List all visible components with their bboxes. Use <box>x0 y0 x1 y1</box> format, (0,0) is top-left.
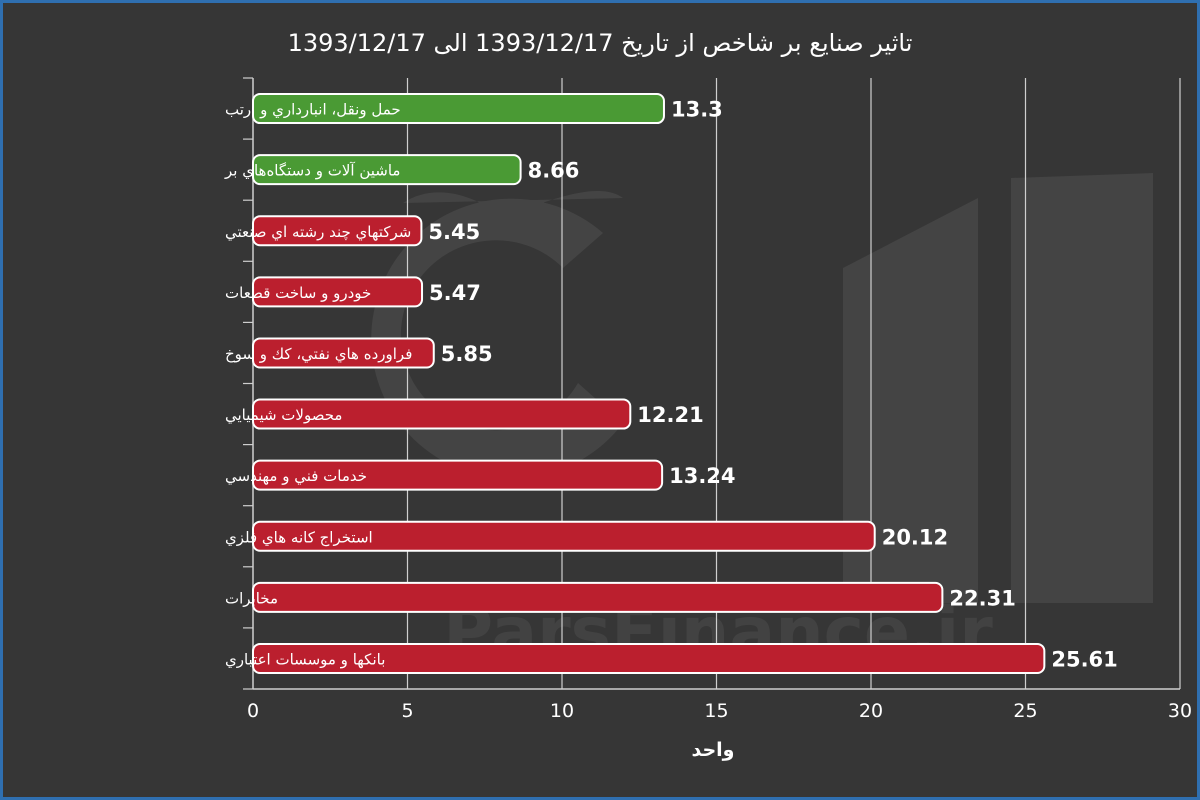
x-tick-label: 25 <box>1013 700 1037 722</box>
bar <box>252 642 1046 674</box>
bar <box>252 154 522 186</box>
bar-value-label: 20.12 <box>882 525 948 549</box>
bar-value-label: 5.45 <box>428 220 480 244</box>
category-label: بانكها و موسسات اعتباري <box>225 650 385 669</box>
category-label: حمل ونقل، انبارداري و ارتب <box>225 101 401 120</box>
category-label: ماشين آلات و دستگاه‌هاي بر <box>224 162 400 181</box>
category-label: فراورده هاي نفتي، كك و سوخ <box>225 345 412 364</box>
bar <box>252 276 424 308</box>
bar-value-label: 5.85 <box>441 342 493 366</box>
x-tick-label: 20 <box>859 700 883 722</box>
bar-chart: ParsFinance.ir تاثیر صنایع بر شاخص از تا… <box>224 29 1192 761</box>
bars <box>252 93 1046 674</box>
bar <box>252 398 632 430</box>
bar <box>252 215 423 247</box>
bar-value-label: 5.47 <box>429 281 481 305</box>
bar <box>252 337 435 369</box>
x-tick-label: 0 <box>247 700 259 722</box>
category-label: خودرو و ساخت قطعات <box>225 284 371 302</box>
category-label: محصولات شيميايي <box>225 406 342 425</box>
bar-value-label: 13.24 <box>669 464 735 488</box>
category-label: خدمات فني و مهندسي <box>225 467 367 486</box>
category-label: مخابرات <box>225 589 278 607</box>
chart-title: تاثیر صنایع بر شاخص از تاریخ 1393/12/17 … <box>288 29 913 57</box>
bar <box>252 459 664 491</box>
x-tick-label: 10 <box>550 700 574 722</box>
category-label: استخراج كانه هاي فلزي <box>225 528 373 547</box>
bar <box>252 581 944 613</box>
x-tick-label: 5 <box>401 700 413 722</box>
bar-value-label: 12.21 <box>637 403 703 427</box>
bar-value-label: 8.66 <box>528 159 580 183</box>
chart-frame: ParsFinance.ir تاثیر صنایع بر شاخص از تا… <box>3 3 1197 797</box>
x-tick-label: 15 <box>704 700 728 722</box>
bar-value-label: 22.31 <box>949 586 1015 610</box>
x-axis-label: واحد <box>692 739 735 761</box>
bar <box>252 520 876 552</box>
data-labels: 13.3 8.66 5.45 5.47 5.85 12.21 13.24 20.12 22.31… <box>428 98 1117 672</box>
category-label: شرکتهاي چند رشته اي صنعتي <box>225 223 411 242</box>
x-tick-labels: 0 5 10 15 20 25 30 <box>247 700 1192 722</box>
bar-value-label: 13.3 <box>671 98 723 122</box>
x-tick-label: 30 <box>1168 700 1192 722</box>
bar-value-label: 25.61 <box>1051 647 1117 671</box>
bar <box>252 93 665 125</box>
category-labels: حمل ونقل، انبارداري و ارتب ماشين آلات و د… <box>224 101 412 670</box>
